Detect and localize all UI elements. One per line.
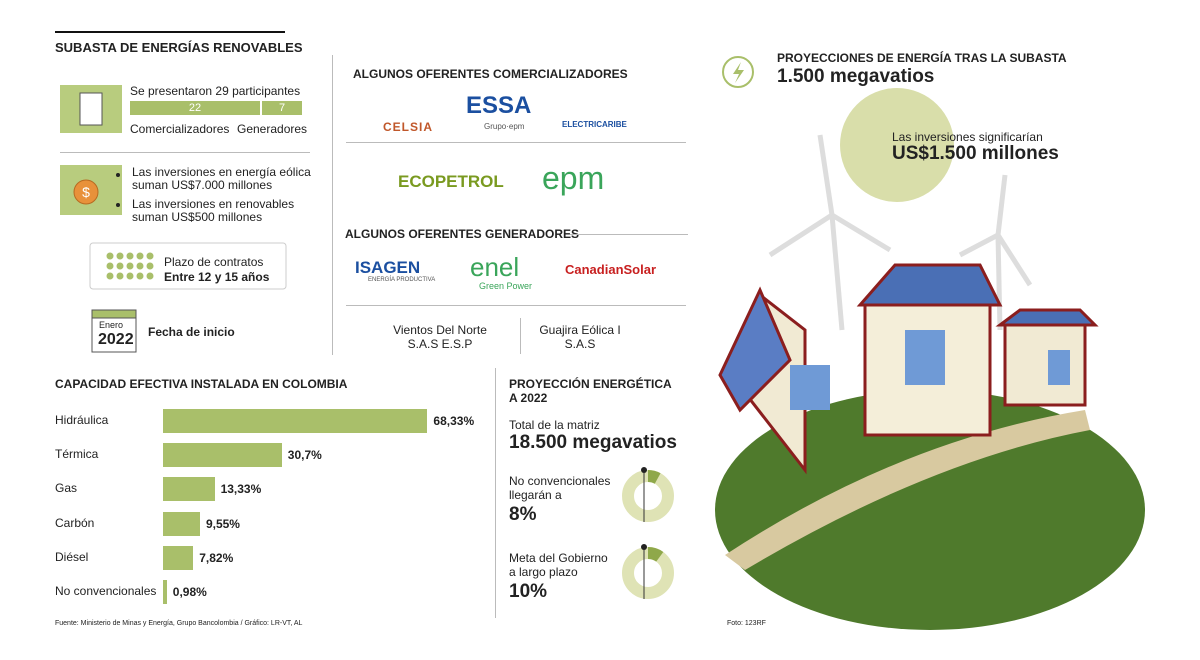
value-label: 13,33% xyxy=(220,482,262,497)
value-label: 68,33% xyxy=(433,414,475,428)
donut-segment xyxy=(647,470,661,484)
start-year: 2022 xyxy=(98,331,134,348)
segment-name: Comercializadores xyxy=(130,122,230,136)
donut-segment xyxy=(647,547,664,562)
bar xyxy=(163,477,215,502)
logo-sub: ENERGÍA PRODUCTIVA xyxy=(368,277,436,283)
category-label: Diésel xyxy=(55,549,89,564)
title-line: PROYECCIÓN ENERGÉTICA xyxy=(509,377,672,391)
chart-title: CAPACIDAD EFECTIVA INSTALADA EN COLOMBIA xyxy=(55,377,348,391)
section-title: ALGUNOS OFERENTES GENERADORES xyxy=(345,227,580,241)
investment-item: Las inversiones en energía eólica suman … xyxy=(132,165,311,192)
contract-label: Plazo de contratos xyxy=(164,255,264,269)
coin xyxy=(73,179,99,205)
turbines xyxy=(768,134,1033,331)
calendar-icon xyxy=(91,315,137,353)
contract-value: Entre 12 y 15 años xyxy=(164,270,270,284)
logo-sub: Green Power xyxy=(479,281,533,291)
segment-name: Generadores xyxy=(237,122,308,136)
coin-symbol: $ xyxy=(82,184,90,200)
value-label: 0,98% xyxy=(172,585,207,599)
generator: Guajira Eólica I S.A.S xyxy=(520,323,640,351)
category-label: No convencionales xyxy=(55,584,157,598)
logo: ELECTRICARIBE xyxy=(562,120,627,129)
participant-segment: 22 xyxy=(130,101,260,115)
main-title: SUBASTA DE ENERGÍAS RENOVABLES xyxy=(55,40,303,55)
donut-dot xyxy=(641,467,647,473)
path xyxy=(725,410,1090,570)
logo: CanadianSolar xyxy=(565,262,657,277)
title-line: A 2022 xyxy=(509,391,548,405)
dots xyxy=(106,252,154,280)
photo-credit: Foto: 123RF xyxy=(727,620,766,627)
bar xyxy=(163,545,194,570)
generator-type: S.A.S xyxy=(564,337,596,351)
category-label: Hidráulica xyxy=(55,413,109,427)
logo: ESSA xyxy=(466,92,532,119)
donut-label: llegarán a xyxy=(509,488,562,502)
logo-sub: Grupo·epm xyxy=(484,122,525,131)
value-label: 7,82% xyxy=(199,550,234,565)
bar xyxy=(163,443,282,468)
donut-dot xyxy=(641,544,647,550)
logo: ISAGEN xyxy=(355,258,421,277)
total-label: Total de la matriz xyxy=(509,418,600,432)
logo: enel xyxy=(470,252,520,282)
start-month: Enero xyxy=(99,320,124,330)
source: Fuente: Ministerio de Minas y Energía, G… xyxy=(55,620,303,627)
bolt-icon xyxy=(722,56,754,88)
investment-label: Las inversiones significarían xyxy=(892,130,1043,144)
generator-name: Vientos Del Norte xyxy=(393,323,487,337)
donut-label: a largo plazo xyxy=(509,565,578,579)
projection-title: PROYECCIONES DE ENERGÍA TRAS LA SUBASTA xyxy=(777,51,1067,65)
houses xyxy=(718,263,1099,475)
value-label: 9,55% xyxy=(205,516,240,531)
hill xyxy=(715,390,1145,630)
generator-type: S.A.S E.S.P xyxy=(407,337,473,351)
donut-label: Meta del Gobierno xyxy=(509,551,608,565)
category-label: Térmica xyxy=(55,447,99,462)
logo: ECOPETROL xyxy=(398,172,504,191)
bar xyxy=(163,511,200,536)
investment-item: Las inversiones en renovables suman US$5… xyxy=(132,197,295,224)
investment-value: US$1.500 millones xyxy=(892,143,1059,164)
logo: epm xyxy=(542,160,605,196)
section-title: ALGUNOS OFERENTES COMERCIALIZADORES xyxy=(353,67,628,81)
generator-name: Guajira Eólica I xyxy=(539,323,621,337)
participants-text: Se presentaron 29 participantes xyxy=(130,84,301,98)
donut-value: 8% xyxy=(509,504,537,525)
clipboard xyxy=(79,92,103,126)
investment-circle xyxy=(840,88,954,202)
donut-label: No convencionales xyxy=(509,474,611,488)
category-label: Carbón xyxy=(55,515,95,530)
participant-segment: 7 xyxy=(262,101,302,115)
logo: CELSIA xyxy=(383,120,434,134)
generator: Vientos Del Norte S.A.S E.S.P xyxy=(380,323,500,351)
value-label: 30,7% xyxy=(287,448,322,463)
donut-value: 10% xyxy=(509,581,548,602)
start-label: Fecha de inicio xyxy=(148,325,235,339)
category-label: Gas xyxy=(55,481,78,496)
total-value: 18.500 megavatios xyxy=(509,432,677,453)
projection-value: 1.500 megavatios xyxy=(777,66,935,87)
energy-title: PROYECCIÓN ENERGÉTICA A 2022 xyxy=(509,377,672,405)
bar xyxy=(163,580,167,604)
bar xyxy=(163,409,428,433)
